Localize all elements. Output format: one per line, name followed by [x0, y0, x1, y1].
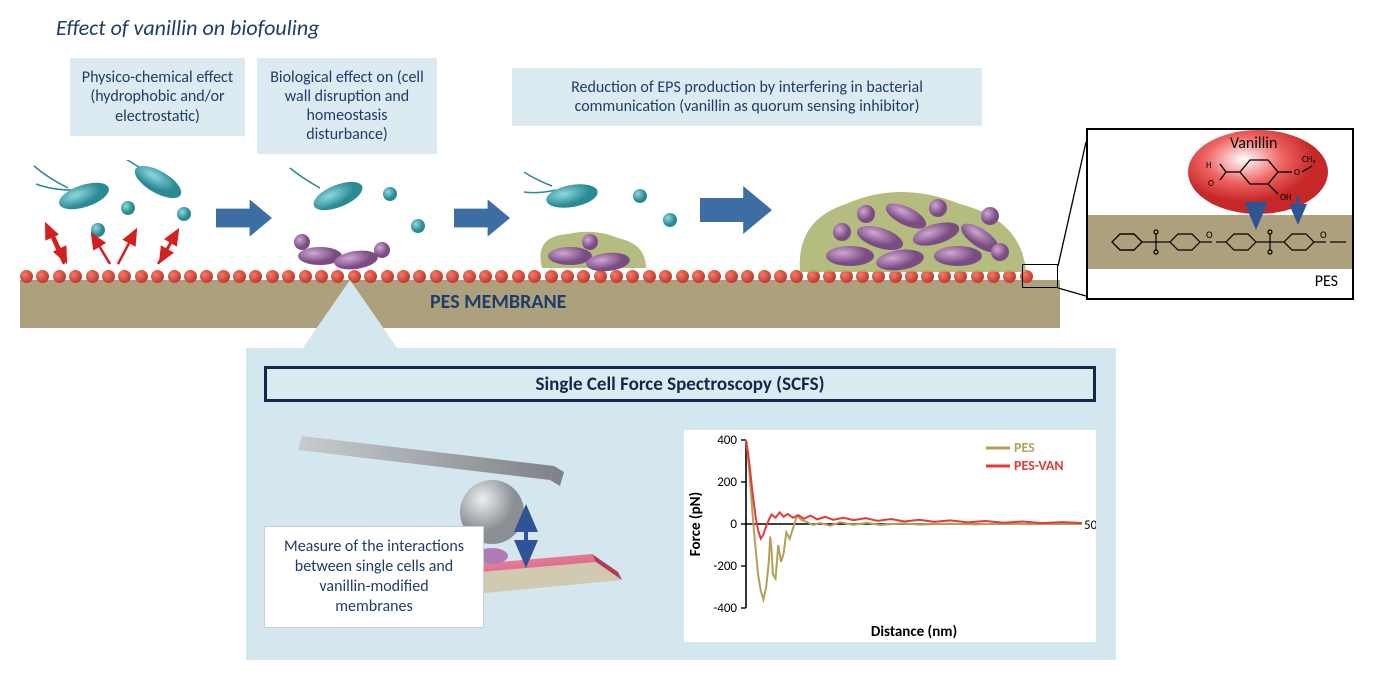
- zoom-source-box: [1022, 264, 1058, 288]
- stage1-group: [28, 160, 218, 280]
- scfs-title: Single Cell Force Spectroscopy (SCFS): [264, 366, 1096, 402]
- svg-text:PES-VAN: PES-VAN: [1014, 457, 1064, 474]
- svg-text:PES: PES: [1014, 439, 1035, 456]
- vanillin-inset: HO OCH₃ OH O O Vanillin PES: [1086, 128, 1354, 300]
- vanillin-dot: [758, 270, 771, 283]
- vanillin-dot: [463, 270, 476, 283]
- svg-text:200: 200: [717, 475, 737, 490]
- measure-box: Measure of the interactions between sing…: [264, 526, 484, 628]
- svg-text:H: H: [1206, 160, 1212, 171]
- block-arrow-2: [700, 186, 772, 234]
- svg-text:O: O: [1320, 228, 1327, 241]
- vanillin-dot: [708, 270, 721, 283]
- block-arrow-1: [454, 198, 510, 238]
- vanillin-dot: [741, 270, 754, 283]
- vanillin-dot: [495, 270, 508, 283]
- svg-text:-200: -200: [713, 559, 737, 574]
- vanillin-dot: [479, 270, 492, 283]
- vanillin-dot: [774, 270, 787, 283]
- svg-text:Distance (nm): Distance (nm): [871, 623, 957, 641]
- inset-pes-label: PES: [1315, 272, 1338, 291]
- stage3-group: [522, 172, 702, 276]
- svg-text:O: O: [1294, 167, 1300, 178]
- effect-box-1: Biological effect on (cell wall disrupti…: [257, 58, 437, 154]
- svg-text:-400: -400: [713, 601, 737, 616]
- svg-text:O: O: [1206, 228, 1213, 241]
- force-chart: -400 -200 0 200 400 500 Distance (nm) Force (p…: [684, 430, 1096, 642]
- page-title: Effect of vanillin on biofouling: [56, 14, 319, 41]
- effect-box-2: Reduction of EPS production by interferi…: [512, 68, 982, 126]
- vanillin-dot: [725, 270, 738, 283]
- membrane-label: PES MEMBRANE: [430, 290, 566, 314]
- svg-text:O: O: [1208, 178, 1214, 189]
- vanillin-dot: [266, 270, 279, 283]
- block-arrow-0: [216, 198, 272, 238]
- vanillin-dot: [249, 270, 262, 283]
- svg-text:500: 500: [1084, 518, 1096, 533]
- svg-text:OH: OH: [1280, 192, 1292, 203]
- vanillin-dot: [217, 270, 230, 283]
- svg-text:Force (pN): Force (pN): [687, 492, 705, 556]
- stage2-group: [286, 166, 456, 274]
- vanillin-dot: [233, 270, 246, 283]
- svg-text:0: 0: [730, 517, 737, 532]
- effect-box-0: Physico-chemical effect (hydrophobic and…: [70, 58, 245, 136]
- stage4-group: [790, 160, 1040, 278]
- svg-text:400: 400: [717, 433, 737, 448]
- svg-text:CH₃: CH₃: [1302, 154, 1315, 165]
- inset-vanillin-label: Vanillin: [1230, 134, 1277, 153]
